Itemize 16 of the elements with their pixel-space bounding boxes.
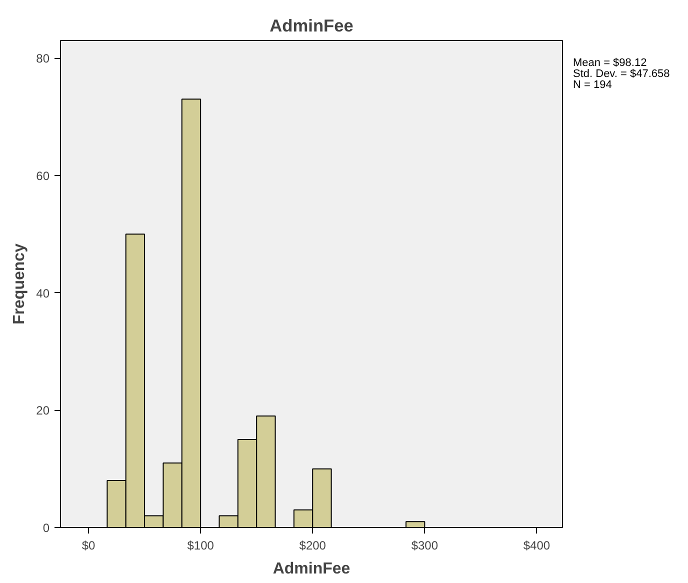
chart-title: AdminFee: [270, 16, 354, 36]
x-tick-label: $200: [299, 538, 326, 552]
y-tick-label: 40: [36, 286, 50, 300]
x-tick-label: $400: [523, 538, 550, 552]
x-axis-title: AdminFee: [272, 560, 350, 578]
x-tick-label: $0: [82, 538, 96, 552]
annotation: Std. Dev. = $47.658: [573, 69, 670, 80]
y-tick-label: 80: [36, 52, 50, 66]
x-tick-label: $100: [187, 538, 214, 552]
y-tick-label: 20: [36, 404, 50, 418]
annotation: Mean = $98.12: [573, 58, 647, 69]
annotation: N = 194: [573, 80, 613, 91]
y-tick-label: 0: [42, 521, 50, 535]
y-tick-label: 60: [36, 168, 50, 183]
x-tick-label: $300: [411, 538, 438, 552]
y-axis-title: Frequency: [11, 243, 28, 324]
